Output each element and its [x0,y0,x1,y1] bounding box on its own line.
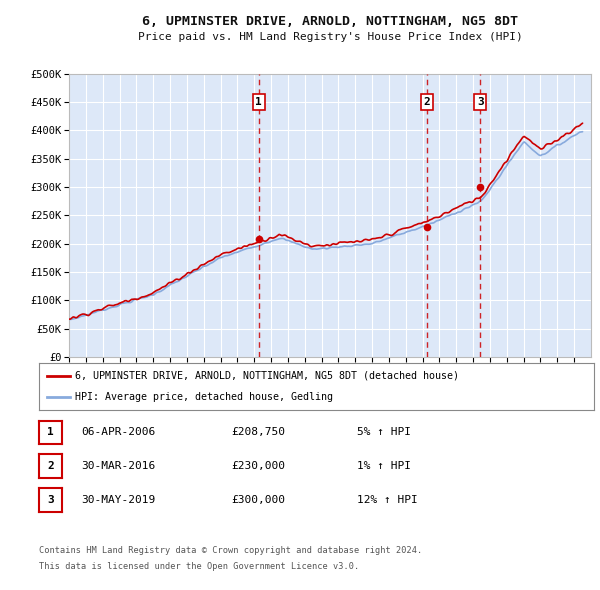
Text: 06-APR-2006: 06-APR-2006 [81,428,155,437]
Text: 30-MAR-2016: 30-MAR-2016 [81,461,155,471]
Text: 6, UPMINSTER DRIVE, ARNOLD, NOTTINGHAM, NG5 8DT (detached house): 6, UPMINSTER DRIVE, ARNOLD, NOTTINGHAM, … [75,371,459,381]
Text: 1: 1 [47,428,54,437]
Text: Contains HM Land Registry data © Crown copyright and database right 2024.: Contains HM Land Registry data © Crown c… [39,546,422,555]
Text: 30-MAY-2019: 30-MAY-2019 [81,495,155,504]
Text: 5% ↑ HPI: 5% ↑ HPI [357,428,411,437]
Text: £230,000: £230,000 [231,461,285,471]
Text: HPI: Average price, detached house, Gedling: HPI: Average price, detached house, Gedl… [75,392,333,402]
Text: 3: 3 [47,495,54,504]
Text: 1: 1 [256,97,262,107]
Text: 2: 2 [424,97,430,107]
Text: 3: 3 [477,97,484,107]
Text: £208,750: £208,750 [231,428,285,437]
Text: £300,000: £300,000 [231,495,285,504]
Text: This data is licensed under the Open Government Licence v3.0.: This data is licensed under the Open Gov… [39,562,359,571]
Text: Price paid vs. HM Land Registry's House Price Index (HPI): Price paid vs. HM Land Registry's House … [137,32,523,42]
Text: 12% ↑ HPI: 12% ↑ HPI [357,495,418,504]
Text: 2: 2 [47,461,54,471]
Text: 1% ↑ HPI: 1% ↑ HPI [357,461,411,471]
Text: 6, UPMINSTER DRIVE, ARNOLD, NOTTINGHAM, NG5 8DT: 6, UPMINSTER DRIVE, ARNOLD, NOTTINGHAM, … [142,15,518,28]
